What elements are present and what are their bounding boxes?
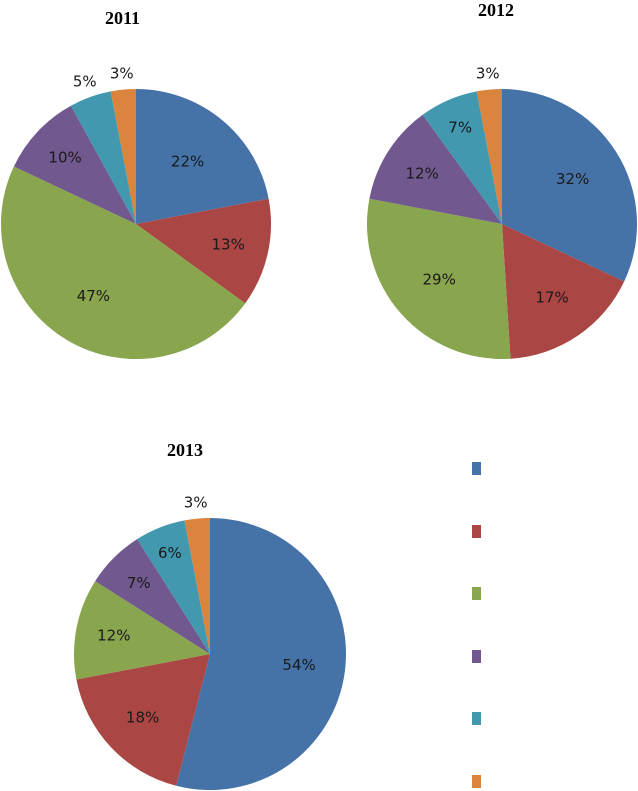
- pie-label-2013-2: 12%: [97, 627, 130, 645]
- pie-slice-2012-1: [502, 224, 625, 359]
- pie-label-2013-3: 7%: [127, 574, 151, 592]
- legend-swatch-4: [472, 712, 481, 725]
- pie-label-2012-1: 17%: [535, 289, 568, 307]
- pie-label-2011-0: 22%: [171, 153, 204, 171]
- chart-title-2013: 2013: [167, 440, 203, 460]
- pie-slice-2011-5: [110, 89, 136, 224]
- pie-2011: 22% 13% 47% 10% 5% 3%: [1, 65, 272, 360]
- pie-label-2013-4: 6%: [158, 544, 182, 562]
- pie-label-2013-0: 54%: [282, 656, 315, 674]
- pie-label-2012-5: 3%: [476, 65, 500, 83]
- pie-label-2012-3: 12%: [406, 164, 439, 182]
- pie-slice-2012-5: [476, 89, 502, 224]
- pie-2013: 54% 18% 12% 7% 6% 3%: [74, 493, 346, 790]
- pie-2012: 32% 17% 29% 12% 7% 3%: [366, 65, 637, 359]
- pie-slice-2013-4: [137, 520, 210, 654]
- pie-slice-2012-3: [369, 114, 502, 224]
- pie-label-2012-0: 32%: [556, 170, 589, 188]
- pie-label-2011-4: 5%: [73, 73, 97, 91]
- pie-label-2013-5: 3%: [184, 493, 208, 511]
- legend-swatch-3: [472, 649, 481, 663]
- pie-slice-2013-1: [76, 654, 210, 786]
- pie-label-2011-3: 10%: [48, 149, 81, 167]
- pie-slice-2011-4: [70, 91, 136, 224]
- pie-slice-2013-3: [95, 539, 210, 654]
- pie-label-2013-1: 18%: [126, 708, 159, 726]
- legend-swatch-1: [472, 524, 481, 538]
- pie-slice-2013-5: [184, 518, 210, 654]
- pie-slice-2013-2: [74, 581, 210, 680]
- pie-slice-2012-0: [502, 89, 637, 282]
- pie-slice-2013-0: [176, 518, 346, 790]
- chart-title-2012: 2012: [478, 0, 514, 20]
- pie-label-2011-5: 3%: [110, 65, 134, 83]
- pie-label-2012-2: 29%: [423, 270, 456, 288]
- legend-swatch-2: [472, 587, 481, 600]
- pie-label-2012-4: 7%: [448, 118, 472, 136]
- pie-slice-2011-2: [1, 166, 246, 360]
- pie-slice-2011-0: [136, 89, 269, 224]
- legend-swatch-5: [472, 774, 481, 788]
- legend-swatch-0: [472, 462, 481, 475]
- pie-slice-2012-2: [366, 198, 511, 359]
- pie-slice-2011-1: [136, 198, 272, 304]
- pie-slice-2012-4: [422, 91, 502, 224]
- chart-title-2011: 2011: [105, 8, 141, 28]
- pie-slice-2011-3: [13, 105, 137, 224]
- pie-label-2011-1: 13%: [212, 236, 245, 254]
- pie-label-2011-2: 47%: [77, 287, 110, 305]
